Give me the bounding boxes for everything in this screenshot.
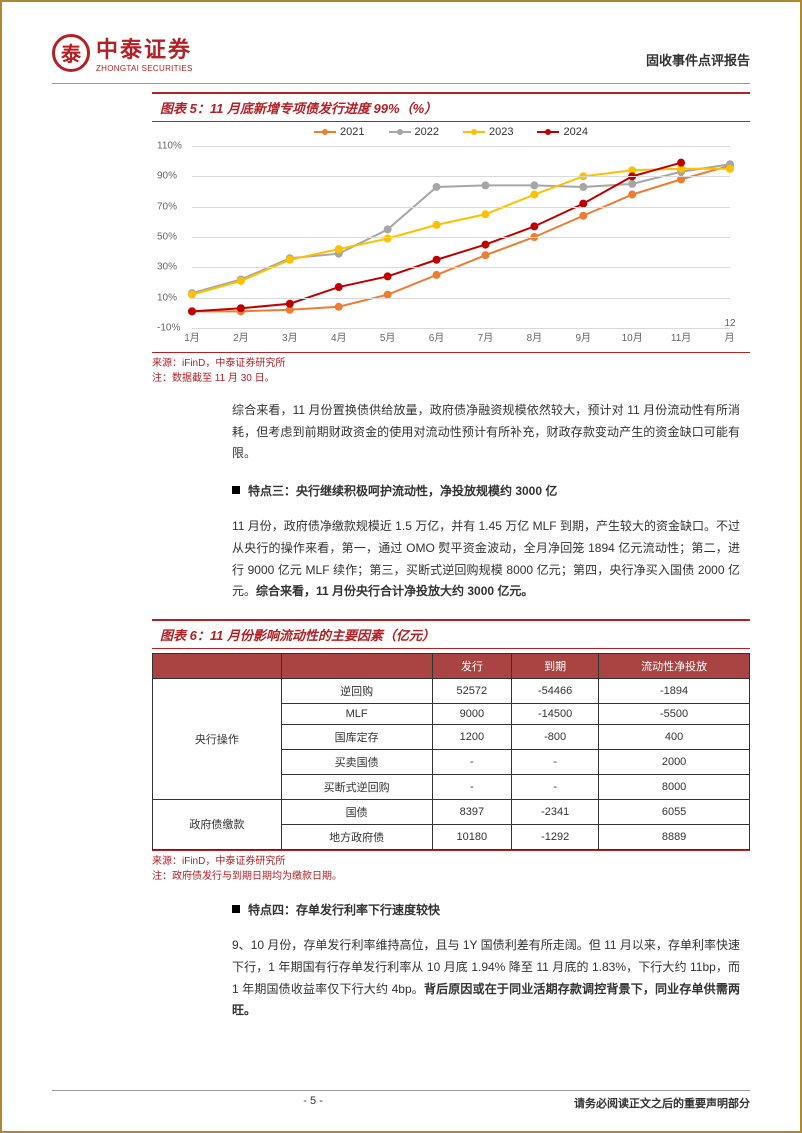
logo-cn: 中泰证券 [96, 32, 193, 64]
chart6-note: 注：政府债发行与到期日期均为缴款日期。 [152, 871, 342, 882]
table-header [281, 653, 432, 678]
table-header: 到期 [512, 653, 599, 678]
table-cell: 8000 [599, 774, 750, 799]
table-cell: 9000 [432, 703, 512, 724]
footer-disclaimer: 请务必阅读正文之后的重要声明部分 [574, 1095, 750, 1111]
table-cell: -14500 [512, 703, 599, 724]
table-cell: 400 [599, 724, 750, 749]
legend-item: 2021 [314, 126, 364, 138]
table-cell: -54466 [512, 678, 599, 703]
table-cell: 2000 [599, 749, 750, 774]
logo: 泰 中泰证券 ZHONGTAI SECURITIES [52, 32, 193, 73]
chart6-source-text: 来源：iFinD，中泰证券研究所 [152, 856, 285, 867]
point3-body: 11 月份，政府债净缴款规模近 1.5 万亿，并有 1.45 万亿 MLF 到期… [232, 516, 740, 602]
x-axis-label: 12月 [724, 318, 735, 344]
y-axis-label: 90% [157, 171, 177, 182]
chart6-title: 图表 6：11 月份影响流动性的主要因素（亿元） [152, 619, 750, 649]
table-cell: 买断式逆回购 [281, 774, 432, 799]
legend-item: 2024 [537, 126, 587, 138]
table-cell: 买卖国债 [281, 749, 432, 774]
logo-icon: 泰 [52, 34, 90, 72]
table-cell: - [512, 774, 599, 799]
table-cell: 8889 [599, 824, 750, 849]
table-cell: - [432, 749, 512, 774]
chart6-table: 发行到期流动性净投放央行操作逆回购52572-54466-1894MLF9000… [152, 653, 750, 850]
point4-header: 特点四：存单发行利率下行速度较快 [232, 900, 750, 922]
table-cell: 6055 [599, 799, 750, 824]
table-cell: -1894 [599, 678, 750, 703]
page-number: - 5 - [303, 1095, 323, 1111]
table-cell: - [432, 774, 512, 799]
table-cell: 1200 [432, 724, 512, 749]
x-axis-label: 5月 [380, 329, 396, 344]
header-divider [52, 83, 750, 84]
x-axis-label: 2月 [233, 329, 249, 344]
page-header: 泰 中泰证券 ZHONGTAI SECURITIES 固收事件点评报告 [52, 32, 750, 73]
table-cell: 地方政府债 [281, 824, 432, 849]
table-header: 流动性净投放 [599, 653, 750, 678]
chart6-source: 来源：iFinD，中泰证券研究所 注：政府债发行与到期日期均为缴款日期。 [152, 850, 750, 884]
legend-item: 2022 [389, 126, 439, 138]
chart5-note: 注：数据截至 11 月 30 日。 [152, 373, 275, 384]
page-footer: - 5 - 请务必阅读正文之后的重要声明部分 [52, 1090, 750, 1111]
table-cell: 8397 [432, 799, 512, 824]
table-cell: - [512, 749, 599, 774]
y-axis-label: 70% [157, 201, 177, 212]
chart5-source-text: 来源：iFinD，中泰证券研究所 [152, 358, 285, 369]
x-axis-label: 11月 [671, 329, 691, 344]
bullet-icon [232, 905, 240, 913]
table-cell: -1292 [512, 824, 599, 849]
table-row: 政府债缴款国债8397-23416055 [153, 799, 750, 824]
table-cell: -800 [512, 724, 599, 749]
x-axis-label: 8月 [527, 329, 543, 344]
y-axis-label: 10% [157, 292, 177, 303]
table-row: 央行操作逆回购52572-54466-1894 [153, 678, 750, 703]
table-header [153, 653, 282, 678]
table-cell: 国债 [281, 799, 432, 824]
table-cell: 逆回购 [281, 678, 432, 703]
legend-item: 2023 [463, 126, 513, 138]
report-type: 固收事件点评报告 [646, 50, 750, 69]
point3-bold: 综合来看，11 月份央行合计净投放大约 3000 亿元。 [256, 584, 533, 598]
table-group-head: 政府债缴款 [153, 799, 282, 849]
chart5-legend: 2021 2022 2023 2024 [152, 122, 750, 138]
table-cell: 52572 [432, 678, 512, 703]
y-axis-label: 30% [157, 262, 177, 273]
x-axis-label: 9月 [575, 329, 591, 344]
point4-body: 9、10 月份，存单发行利率维持高位，且与 1Y 国债利差有所走阔。但 11 月… [232, 935, 740, 1021]
x-axis-label: 7月 [478, 329, 494, 344]
point3-title: 特点三：央行继续积极呵护流动性，净投放规模约 3000 亿 [248, 484, 557, 498]
chart5-source: 来源：iFinD，中泰证券研究所 注：数据截至 11 月 30 日。 [152, 352, 750, 386]
table-cell: 10180 [432, 824, 512, 849]
table-group-head: 央行操作 [153, 678, 282, 799]
y-axis-label: 110% [157, 141, 182, 152]
point4-title: 特点四：存单发行利率下行速度较快 [248, 903, 440, 917]
table-cell: -2341 [512, 799, 599, 824]
y-axis-label: 50% [157, 232, 177, 243]
x-axis-label: 4月 [331, 329, 347, 344]
table-cell: MLF [281, 703, 432, 724]
x-axis-label: 3月 [282, 329, 298, 344]
point3-header: 特点三：央行继续积极呵护流动性，净投放规模约 3000 亿 [232, 481, 750, 503]
x-axis-label: 1月 [184, 329, 200, 344]
table-header: 发行 [432, 653, 512, 678]
table-cell: 国库定存 [281, 724, 432, 749]
x-axis-label: 6月 [429, 329, 445, 344]
paragraph-summary: 综合来看，11 月份置换债供给放量，政府债净融资规模依然较大，预计对 11 月份… [232, 400, 740, 465]
logo-en: ZHONGTAI SECURITIES [96, 64, 193, 73]
chart5-title: 图表 5：11 月底新增专项债发行进度 99%（%） [152, 92, 750, 122]
chart5: 2021 2022 2023 2024 -10% 10% 30% 50% 70% 90% 110%… [152, 122, 750, 352]
table-cell: -5500 [599, 703, 750, 724]
x-axis-label: 10月 [622, 329, 643, 344]
bullet-icon [232, 486, 240, 494]
y-axis-label: -10% [157, 323, 180, 334]
